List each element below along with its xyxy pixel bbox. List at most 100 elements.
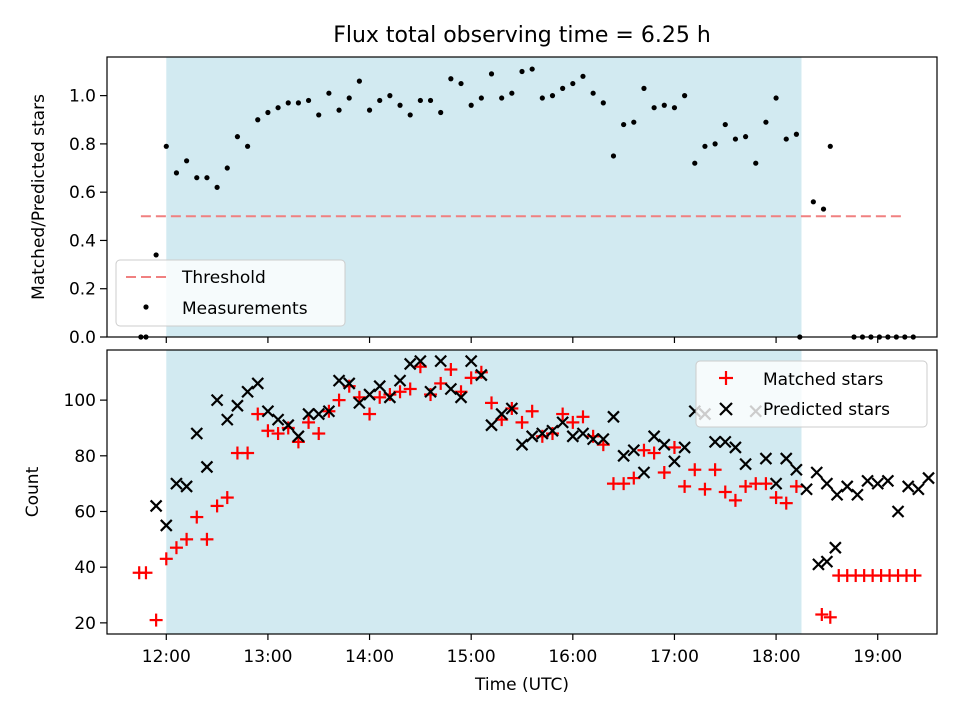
predicted-point <box>708 435 722 449</box>
matched-point <box>688 463 702 477</box>
top-panel: 0.0 0.2 0.4 0.6 0.8 1.0 Matched/Predicted sta… <box>29 56 938 348</box>
measurement-point <box>753 160 759 166</box>
predicted-point <box>759 452 773 465</box>
matched-point <box>190 510 204 524</box>
predicted-point <box>292 430 305 443</box>
matched-point <box>312 427 326 441</box>
x-axis-label: Time (UTC) <box>474 675 569 695</box>
measurement-point <box>346 95 352 101</box>
predicted-point <box>312 407 326 421</box>
measurement-point <box>468 102 474 108</box>
predicted-point <box>800 482 813 496</box>
matched-point <box>200 532 214 546</box>
y-tick-label: 80 <box>74 447 96 467</box>
predicted-point <box>840 480 854 493</box>
measurement-point <box>682 93 688 99</box>
predicted-point <box>414 354 427 368</box>
predicted-point <box>393 374 407 387</box>
matched-point <box>393 385 407 399</box>
measurement-point <box>234 134 241 140</box>
predicted-point <box>901 480 915 493</box>
measurement-point <box>600 100 606 106</box>
measurement-point <box>255 117 261 123</box>
bottom-panel: 20 40 60 80 100 12:00 13:00 14:00 15:00 16:00 17:… <box>23 349 938 695</box>
measurement-point <box>702 143 708 149</box>
matched-point <box>525 404 539 418</box>
threshold-legend-label: Threshold <box>181 268 266 288</box>
matched-point <box>169 541 183 555</box>
y-tick-label: 20 <box>74 614 96 634</box>
predicted-point <box>180 480 193 493</box>
predicted-point <box>444 382 458 396</box>
predicted-point <box>617 449 630 463</box>
y-tick-label: 0.8 <box>69 135 96 155</box>
matched-point <box>241 446 255 460</box>
predicted-point <box>220 413 234 426</box>
matched-point <box>302 415 316 429</box>
predicted-point <box>718 435 732 449</box>
predicted-point <box>525 430 539 443</box>
matched-point <box>678 479 692 493</box>
predicted-point <box>637 466 651 479</box>
predicted-point <box>546 424 559 438</box>
measurement-point <box>275 105 281 111</box>
matched-point <box>718 485 732 499</box>
predicted-point <box>769 477 783 490</box>
matched-point <box>815 608 829 622</box>
y-tick-label: 0.2 <box>69 280 96 300</box>
predicted-point <box>861 474 874 488</box>
matched-point <box>823 610 837 624</box>
measurement-point <box>783 136 789 142</box>
matched-point <box>515 415 529 429</box>
matched-point <box>261 424 275 438</box>
predicted-point <box>729 441 742 454</box>
matched-point <box>403 382 417 396</box>
predicted-point <box>271 413 285 426</box>
predicted-point <box>627 443 641 457</box>
matched-point <box>149 613 163 627</box>
predicted-point <box>830 488 844 502</box>
predicted-point <box>373 379 386 393</box>
measurement-point <box>742 134 749 140</box>
bottom-legend-box <box>695 360 928 428</box>
measurement-point <box>326 90 332 96</box>
measurement-point <box>641 85 647 91</box>
predicted-point <box>820 555 834 568</box>
matched-point <box>637 443 651 457</box>
matched-point <box>779 496 793 510</box>
measurement-point <box>692 160 698 166</box>
measurement-point <box>722 121 728 128</box>
predicted-point <box>851 488 864 502</box>
predicted-point <box>658 438 671 451</box>
measurement-point <box>427 97 434 104</box>
predicted-point <box>322 404 336 418</box>
measurement-point <box>810 199 816 205</box>
matched-point <box>647 446 661 460</box>
matched-point <box>464 371 478 385</box>
predicted-point <box>810 466 824 479</box>
measurement-point <box>356 78 362 84</box>
y-tick-label: 0.6 <box>69 183 96 203</box>
predicted-point <box>403 357 417 371</box>
predicted-point <box>922 471 935 485</box>
measurement-point <box>366 107 373 113</box>
predicted-point <box>353 396 366 410</box>
matched-point <box>667 440 681 454</box>
bottom-x-ticks: 12:00 13:00 14:00 15:00 16:00 17:00 18:00 19:00 <box>142 634 902 667</box>
predicted-point <box>454 391 468 404</box>
predicted-point <box>261 404 275 418</box>
measurement-point <box>305 97 312 104</box>
matched-point <box>210 499 224 513</box>
matched-point <box>728 493 742 507</box>
predicted-point <box>505 402 519 415</box>
matched-point <box>332 393 346 407</box>
predicted-point <box>515 438 529 451</box>
measurement-point <box>265 109 271 116</box>
predicted-point <box>281 418 295 432</box>
predicted-points <box>149 354 935 571</box>
predicted-point <box>434 354 447 368</box>
top-legend-box <box>115 259 346 327</box>
predicted-point <box>464 354 478 368</box>
matched-point <box>617 477 631 491</box>
measurement-point <box>417 97 423 104</box>
